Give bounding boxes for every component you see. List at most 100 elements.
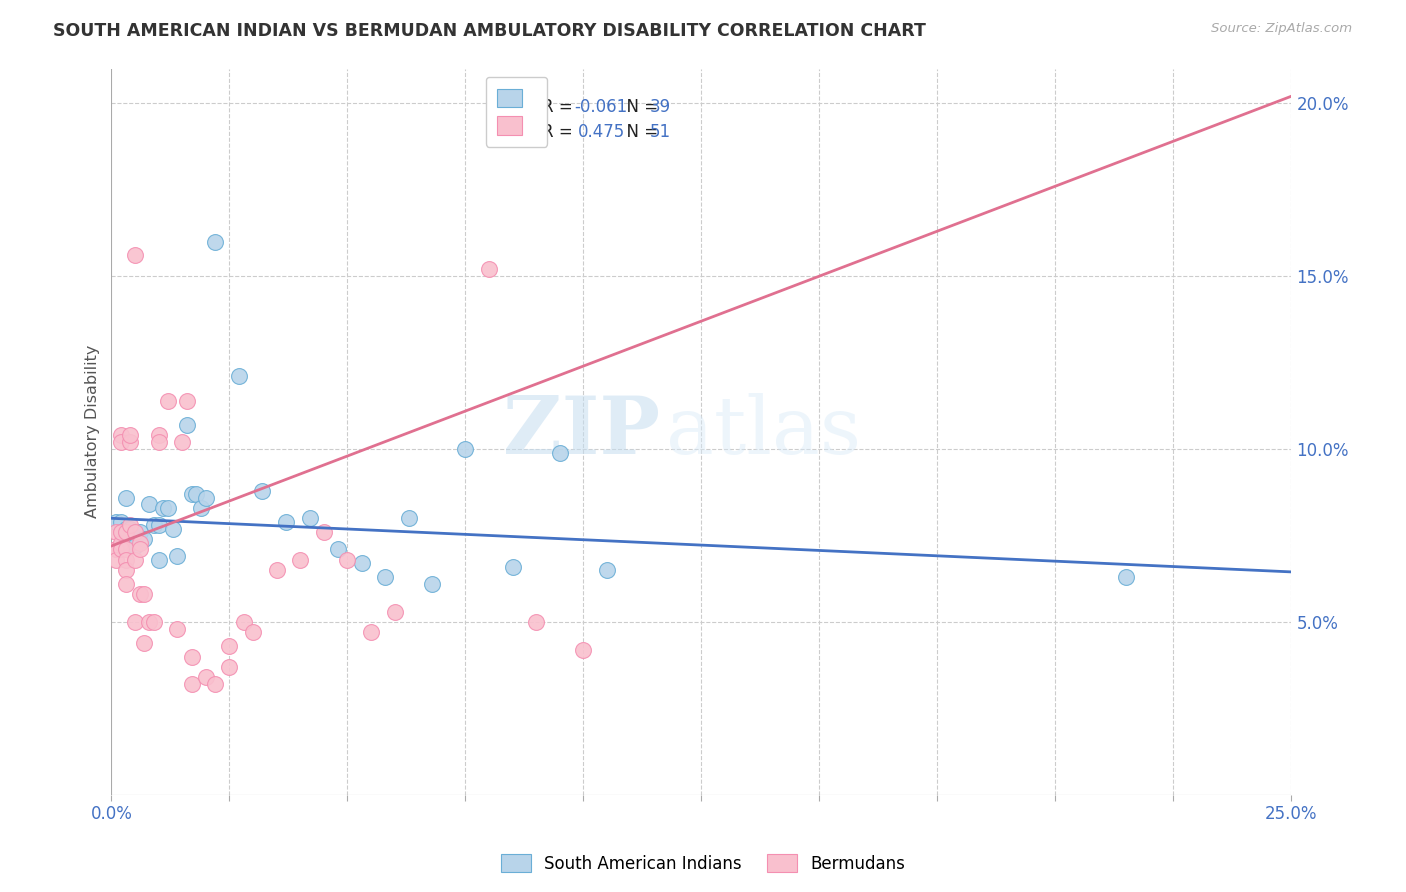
Point [114,553,136,567]
Point [120,518,142,533]
Point [166,549,188,564]
Text: atlas: atlas [666,392,860,471]
Point [134,532,156,546]
Point [114,542,136,557]
Point [502,559,524,574]
Point [478,262,501,277]
Point [242,625,264,640]
Point [422,577,444,591]
Point [120,428,142,442]
Point [134,636,156,650]
Point [180,649,202,664]
Point [110,515,132,529]
Point [110,535,132,549]
Point [252,483,274,498]
Text: SOUTH AMERICAN INDIAN VS BERMUDAN AMBULATORY DISABILITY CORRELATION CHART: SOUTH AMERICAN INDIAN VS BERMUDAN AMBULA… [53,22,927,40]
Point [148,518,170,533]
Point [336,553,359,567]
Text: R =: R = [543,123,583,142]
Point [290,553,312,567]
Point [128,525,150,540]
Point [114,525,136,540]
Point [124,248,146,262]
Point [157,393,180,408]
Point [142,615,165,629]
Point [114,491,136,505]
Text: R =: R = [543,98,578,116]
Point [110,525,132,540]
Text: 39: 39 [650,98,671,116]
Point [228,369,250,384]
Text: N =: N = [616,123,664,142]
Point [105,525,128,540]
Point [596,563,619,577]
Point [232,615,254,629]
Point [218,640,240,654]
Point [572,642,595,657]
Point [204,235,226,249]
Point [128,535,150,549]
Point [124,525,146,540]
Point [298,511,321,525]
Point [548,445,571,459]
Point [148,435,170,450]
Point [157,500,180,515]
Point [120,522,142,536]
Legend: South American Indians, Bermudans: South American Indians, Bermudans [495,847,911,880]
Point [114,577,136,591]
Point [134,587,156,601]
Text: N =: N = [616,98,664,116]
Point [128,587,150,601]
Point [120,535,142,549]
Point [114,563,136,577]
Point [166,622,188,636]
Legend: , : , [485,77,547,146]
Point [128,542,150,557]
Point [148,553,170,567]
Point [312,525,335,540]
Point [374,570,396,584]
Point [1115,570,1137,584]
Point [124,553,146,567]
Text: ZIP: ZIP [503,392,661,471]
Point [105,553,128,567]
Text: -0.061: -0.061 [574,98,627,116]
Point [360,625,382,640]
Point [105,515,128,529]
Point [110,428,132,442]
Point [398,511,420,525]
Point [110,542,132,557]
Point [176,417,198,432]
Point [114,522,136,536]
Point [180,487,202,501]
Point [172,435,194,450]
Point [148,428,170,442]
Point [384,605,406,619]
Point [194,670,217,684]
Point [105,542,128,557]
Point [124,539,146,553]
Point [524,615,547,629]
Point [454,442,477,456]
Point [110,525,132,540]
Point [110,435,132,450]
Point [120,435,142,450]
Point [274,515,297,529]
Y-axis label: Ambulatory Disability: Ambulatory Disability [86,345,100,518]
Point [350,556,373,570]
Point [326,542,349,557]
Point [138,615,160,629]
Text: 0.475: 0.475 [578,123,624,142]
Point [138,498,160,512]
Point [105,542,128,557]
Point [190,500,212,515]
Text: 51: 51 [650,123,671,142]
Point [180,677,202,691]
Point [124,615,146,629]
Point [162,522,184,536]
Point [204,677,226,691]
Point [194,491,217,505]
Point [142,518,165,533]
Point [176,393,198,408]
Point [124,525,146,540]
